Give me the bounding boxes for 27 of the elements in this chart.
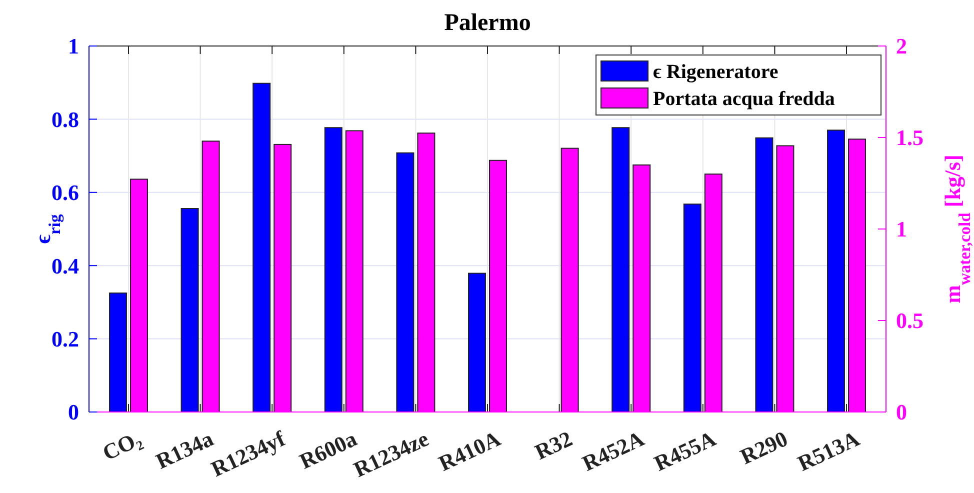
y-tick-label: 0.6	[52, 180, 79, 206]
x-tick-label: R290	[736, 426, 792, 470]
bar	[396, 152, 414, 412]
legend-label: Portata acqua fredda	[653, 88, 835, 110]
y-tick-label: 0	[68, 400, 79, 425]
y2-tick-label: 1.5	[896, 125, 924, 150]
bar	[468, 272, 486, 412]
bar	[180, 208, 199, 412]
legend-label: ϵ Rigeneratore	[653, 61, 778, 83]
y2-tick-label: 0	[896, 400, 907, 425]
bar	[108, 292, 127, 412]
bar	[252, 82, 271, 412]
y2-tick-label: 2	[896, 34, 907, 59]
chart-title: Palermo	[444, 10, 531, 36]
bar	[755, 137, 774, 412]
y-tick-label: 0.2	[52, 326, 79, 352]
x-tick-label: CO₂	[98, 426, 146, 466]
bar	[324, 127, 342, 412]
bar	[612, 127, 630, 412]
x-tick-label: R32	[531, 426, 576, 464]
y-tick-label: 0.4	[52, 253, 79, 278]
bar	[683, 204, 702, 412]
y2-tick-label: 1	[896, 216, 907, 242]
y-tick-label: 1	[68, 34, 79, 59]
y2-tick-label: 0.5	[896, 308, 924, 334]
bar	[827, 130, 846, 412]
y-tick-label: 0.8	[52, 106, 79, 132]
